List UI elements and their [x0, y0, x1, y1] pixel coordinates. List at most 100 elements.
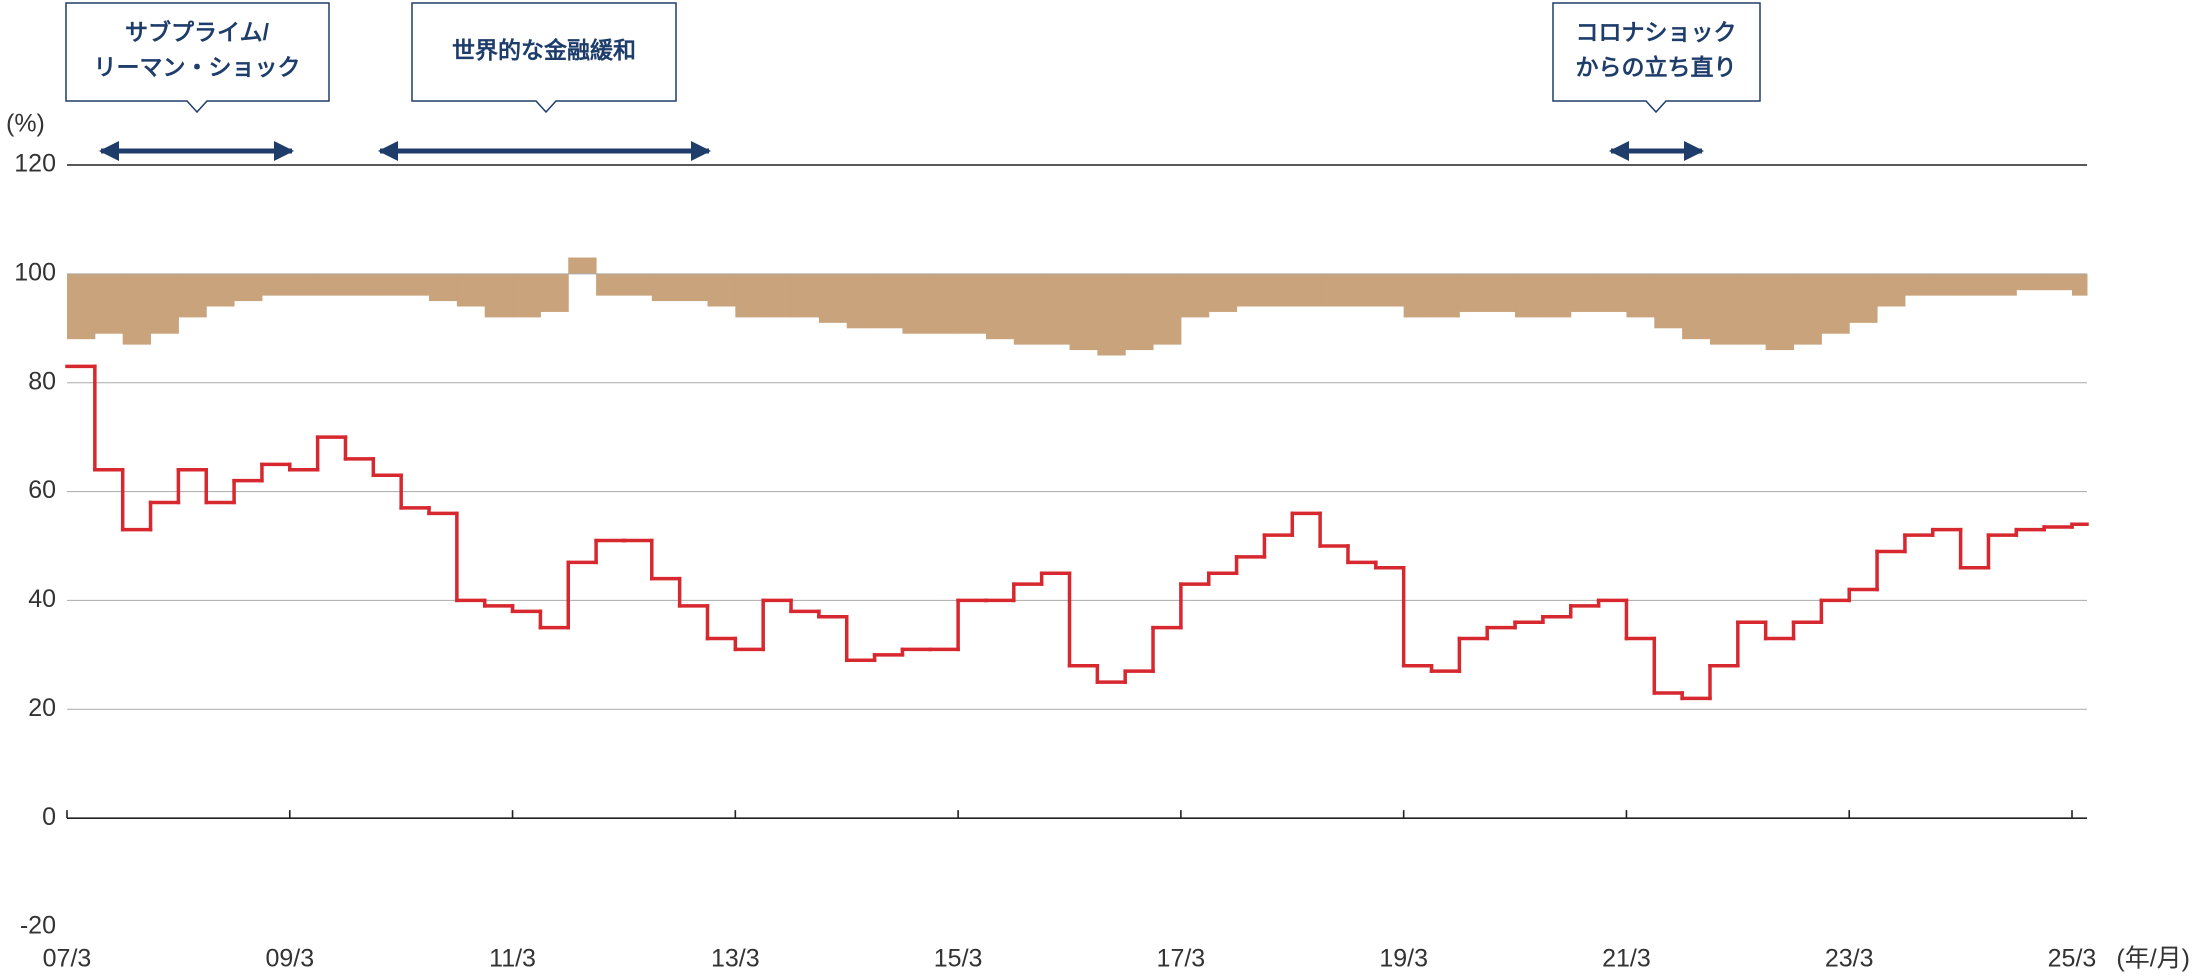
bar: [1292, 273, 1321, 307]
bar: [1570, 273, 1600, 312]
bar: [930, 273, 959, 334]
bar: [67, 273, 96, 340]
bar: [512, 273, 541, 318]
bar: [1932, 273, 1962, 296]
bar: [1737, 273, 1767, 345]
bar: [234, 273, 263, 302]
bar: [1208, 273, 1238, 312]
callout-box: [411, 2, 677, 114]
y-tick-label: 20: [28, 694, 56, 722]
bar: [818, 273, 848, 323]
annotation-text: 世界的な金融緩和: [452, 37, 636, 63]
callout-box: [65, 2, 330, 114]
bar: [1403, 273, 1433, 318]
bar: [1904, 273, 1934, 296]
bar: [1515, 273, 1544, 318]
bar: [1654, 273, 1683, 329]
bar: [791, 273, 820, 318]
bar: [735, 273, 764, 318]
x-unit: (年/月): [2116, 945, 2190, 973]
annotation-text: リーマン・ショック: [94, 54, 301, 80]
bar: [1347, 273, 1377, 307]
bar: [373, 273, 402, 296]
annotation-text: からの立ち直り: [1576, 54, 1737, 80]
bar: [1153, 273, 1182, 345]
bar: [1988, 273, 2017, 296]
x-tick-label: 21/3: [1602, 945, 1651, 973]
bar: [1682, 273, 1711, 340]
x-tick-label: 15/3: [934, 945, 983, 973]
bar: [1877, 273, 1906, 307]
bar: [985, 273, 1015, 340]
x-tick-label: 09/3: [265, 945, 314, 973]
bar: [1626, 273, 1655, 318]
bar: [1765, 273, 1795, 351]
bar: [679, 273, 708, 302]
bar: [846, 273, 876, 329]
bar: [1236, 273, 1265, 307]
bar: [1487, 273, 1516, 312]
bar: [1097, 273, 1126, 356]
annotation-text: コロナショック: [1576, 19, 1737, 45]
x-tick-label: 17/3: [1157, 945, 1206, 973]
x-tick-label: 25/3: [2048, 945, 2097, 973]
bar: [261, 273, 291, 296]
bar: [1264, 273, 1293, 307]
y-tick-label: 80: [28, 367, 56, 395]
bar: [1542, 273, 1572, 318]
bar: [317, 273, 346, 296]
bar: [289, 273, 319, 296]
callout-box: [1552, 2, 1761, 114]
x-tick-label: 07/3: [43, 945, 92, 973]
y-tick-label: 0: [42, 803, 56, 831]
bar: [1459, 273, 1488, 312]
bar: [2044, 273, 2073, 291]
bar: [1180, 273, 1210, 318]
bar: [1041, 273, 1070, 345]
bar: [94, 273, 124, 334]
bar: [401, 273, 430, 296]
bar: [1375, 273, 1405, 307]
bar: [2016, 273, 2045, 291]
x-tick-label: 23/3: [1825, 945, 1874, 973]
bar: [345, 273, 374, 296]
bar: [122, 273, 152, 345]
bar: [1125, 273, 1154, 351]
bar: [568, 257, 597, 274]
bar: [1431, 273, 1460, 318]
annotation-text: サブプライム/: [125, 19, 270, 45]
bar: [1598, 273, 1627, 312]
y-tick-label: -20: [20, 912, 56, 940]
bar: [150, 273, 179, 334]
bar: [958, 273, 987, 334]
bar: [1013, 273, 1043, 345]
y-tick-label: 60: [28, 476, 56, 504]
y-tick-label: 40: [28, 585, 56, 613]
bar: [1793, 273, 1822, 345]
bar: [206, 273, 235, 307]
bar: [874, 273, 903, 329]
bar: [484, 273, 514, 318]
y-tick-label: 120: [14, 150, 56, 178]
y-unit: (%): [6, 110, 45, 138]
bar: [2072, 273, 2088, 296]
bar: [651, 273, 681, 302]
bar: [596, 273, 625, 296]
bar: [1320, 273, 1349, 307]
bar: [763, 273, 792, 318]
bar: [1821, 273, 1850, 334]
bar: [902, 273, 931, 334]
annotation: 世界的な金融緩和: [378, 2, 711, 161]
bar: [178, 273, 207, 318]
bar: [623, 273, 653, 296]
x-tick-label: 13/3: [711, 945, 760, 973]
bar: [707, 273, 736, 307]
bar: [1709, 273, 1739, 345]
x-tick-label: 19/3: [1379, 945, 1428, 973]
annotation: サブプライム/ リーマン・ショック: [65, 2, 330, 161]
bar: [1960, 273, 1989, 296]
bar: [429, 273, 458, 302]
y-tick-label: 100: [14, 258, 56, 286]
bar: [1069, 273, 1098, 351]
